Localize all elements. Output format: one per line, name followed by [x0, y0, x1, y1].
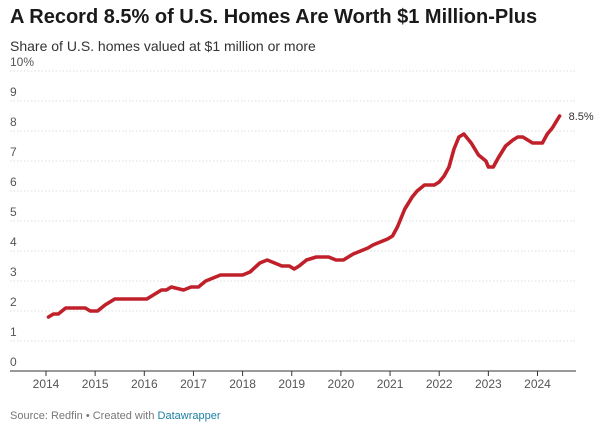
x-tick-label: 2022	[426, 377, 453, 391]
y-tick-label: 1	[10, 325, 17, 339]
x-tick-label: 2024	[524, 377, 551, 391]
y-tick-label: 9	[10, 85, 17, 99]
x-tick-label: 2019	[278, 377, 305, 391]
x-tick-label: 2014	[33, 377, 60, 391]
y-tick-label: 6	[10, 175, 17, 189]
chart-subtitle: Share of U.S. homes valued at $1 million…	[10, 38, 316, 54]
x-tick-label: 2020	[328, 377, 355, 391]
y-tick-label: 3	[10, 265, 17, 279]
y-tick-label: 7	[10, 145, 17, 159]
y-tick-label: 8	[10, 115, 17, 129]
y-tick-label: 4	[10, 235, 17, 249]
chart-title: A Record 8.5% of U.S. Homes Are Worth $1…	[10, 6, 538, 28]
x-tick-label: 2017	[180, 377, 207, 391]
series-line	[46, 114, 562, 319]
y-tick-label: 2	[10, 295, 17, 309]
x-tick-label: 2016	[131, 377, 158, 391]
x-tick-label: 2023	[475, 377, 502, 391]
y-tick-label: 5	[10, 205, 17, 219]
footer: Source: Redfin • Created with Datawrappe…	[10, 410, 221, 422]
x-tick-label: 2021	[377, 377, 404, 391]
datawrapper-link[interactable]: Datawrapper	[157, 410, 221, 422]
x-tick-label: 2015	[82, 377, 109, 391]
y-tick-label: 0	[10, 355, 17, 369]
source-text: Source: Redfin • Created with	[10, 410, 158, 422]
y-tick-label: 10%	[10, 55, 34, 69]
end-value-label: 8.5%	[569, 111, 594, 123]
x-tick-label: 2018	[229, 377, 256, 391]
